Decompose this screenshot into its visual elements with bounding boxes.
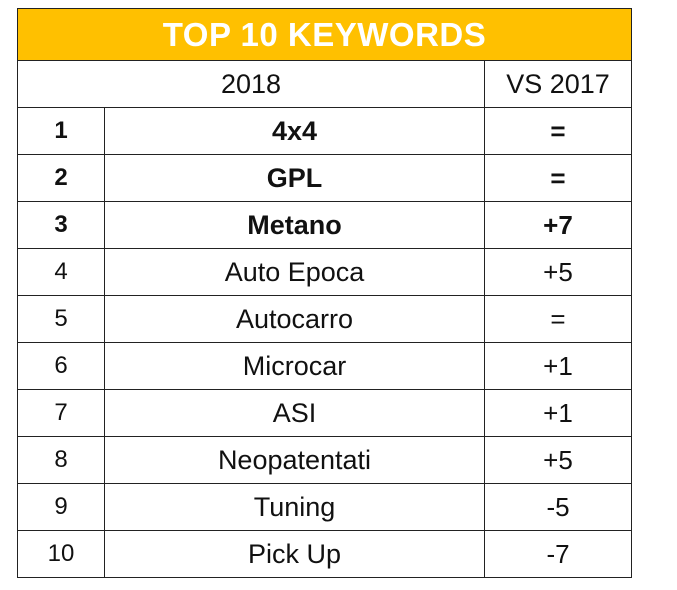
table-row: 7 ASI +1 xyxy=(18,390,631,437)
change-cell: = xyxy=(550,303,566,334)
change-cell: +1 xyxy=(543,397,573,428)
table-row: 1 4x4 = xyxy=(18,108,631,155)
change-cell: +5 xyxy=(543,444,573,475)
keyword-cell: Pick Up xyxy=(105,531,485,577)
change-cell: +1 xyxy=(543,350,573,381)
change-cell: -7 xyxy=(546,538,570,569)
change-cell: = xyxy=(550,115,566,146)
keyword-cell: 4x4 xyxy=(105,108,485,154)
table-row: 9 Tuning -5 xyxy=(18,484,631,531)
table-body: 1 4x4 = 2 GPL = 3 Metano +7 4 Auto Epoca +5 5 Autocar… xyxy=(18,108,631,577)
keyword-cell: GPL xyxy=(105,155,485,201)
rank-cell: 7 xyxy=(18,390,105,436)
change-cell: +7 xyxy=(543,209,573,240)
keyword-cell: Microcar xyxy=(105,343,485,389)
keyword-cell: Autocarro xyxy=(105,296,485,342)
rank-cell: 8 xyxy=(18,437,105,483)
header-year: 2018 xyxy=(18,61,485,107)
rank-cell: 4 xyxy=(18,249,105,295)
rank-cell: 9 xyxy=(18,484,105,530)
table-row: 3 Metano +7 xyxy=(18,202,631,249)
rank-cell: 5 xyxy=(18,296,105,342)
keyword-cell: Neopatentati xyxy=(105,437,485,483)
keyword-cell: Tuning xyxy=(105,484,485,530)
change-cell: -5 xyxy=(546,491,570,522)
table-header-row: 2018 VS 2017 xyxy=(18,61,631,108)
table-row: 8 Neopatentati +5 xyxy=(18,437,631,484)
keyword-cell: ASI xyxy=(105,390,485,436)
table-row: 4 Auto Epoca +5 xyxy=(18,249,631,296)
table-title: TOP 10 KEYWORDS xyxy=(18,9,631,61)
rank-cell: 10 xyxy=(18,531,105,577)
table-row: 5 Autocarro = xyxy=(18,296,631,343)
rank-cell: 2 xyxy=(18,155,105,201)
header-comparison: VS 2017 xyxy=(506,68,610,99)
rank-cell: 6 xyxy=(18,343,105,389)
table-row: 2 GPL = xyxy=(18,155,631,202)
rank-cell: 1 xyxy=(18,108,105,154)
table-row: 6 Microcar +1 xyxy=(18,343,631,390)
rank-cell: 3 xyxy=(18,202,105,248)
keyword-cell: Auto Epoca xyxy=(105,249,485,295)
keyword-cell: Metano xyxy=(105,202,485,248)
change-cell: = xyxy=(550,162,566,193)
table-row: 10 Pick Up -7 xyxy=(18,531,631,577)
change-cell: +5 xyxy=(543,256,573,287)
keywords-table: TOP 10 KEYWORDS 2018 VS 2017 1 4x4 = 2 GPL = 3… xyxy=(17,8,632,578)
